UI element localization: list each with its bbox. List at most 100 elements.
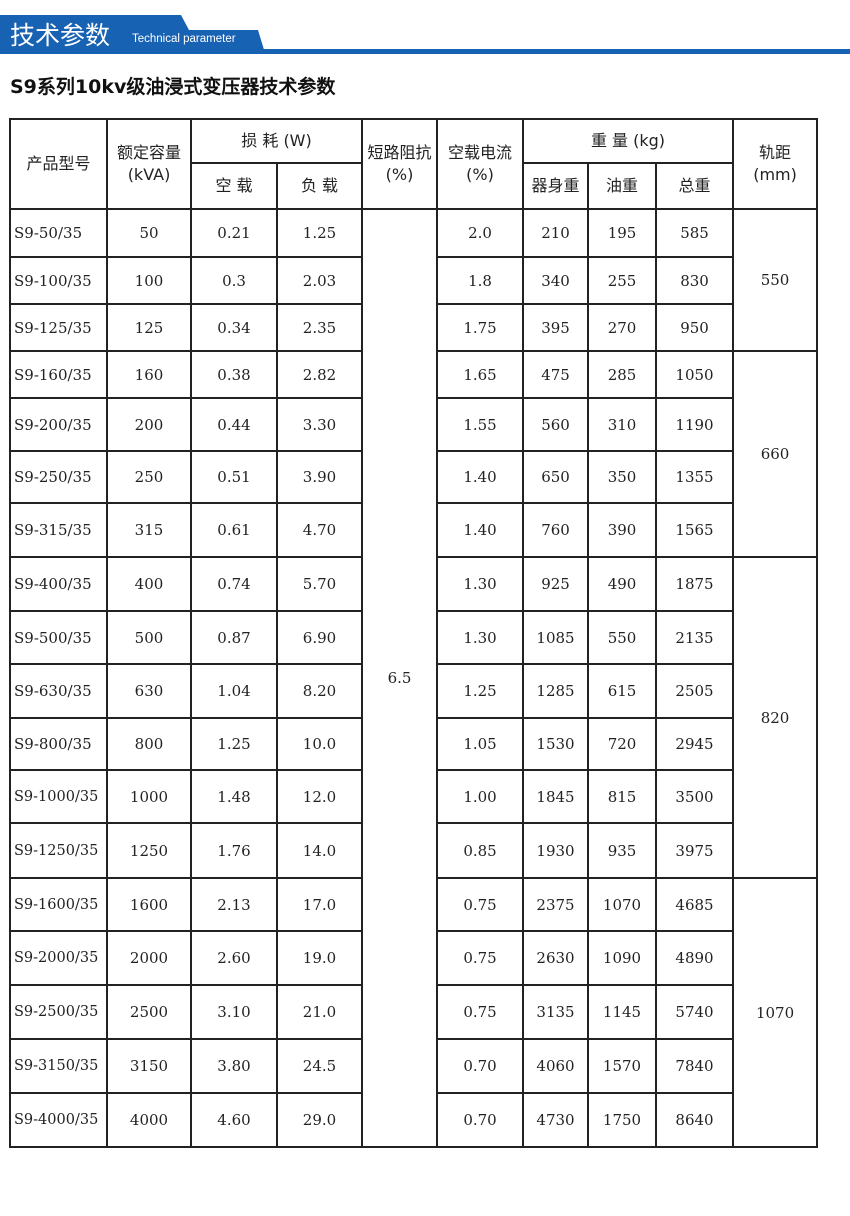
cell-weight-total: 4890 bbox=[655, 930, 735, 986]
cell-weight-total: 950 bbox=[655, 303, 735, 352]
header-impedance-label: 短路阻抗 bbox=[367, 143, 432, 162]
header-noload-current-label: 空载电流 bbox=[448, 143, 513, 162]
cell-loss-noload: 0.51 bbox=[190, 450, 278, 504]
cell-weight-total: 1190 bbox=[655, 397, 735, 452]
page-title: S9系列10kv级油浸式变压器技术参数 bbox=[10, 76, 336, 98]
header-loss: 损 耗 (W) bbox=[189, 118, 364, 164]
cell-loss-load: 3.30 bbox=[275, 397, 364, 452]
cell-loss-noload: 4.60 bbox=[190, 1092, 278, 1148]
cell-weight-body: 2375 bbox=[522, 877, 590, 932]
cell-noload-current: 0.85 bbox=[436, 822, 525, 879]
cell-loss-load: 12.0 bbox=[275, 769, 364, 824]
cell-weight-total: 585 bbox=[655, 208, 735, 258]
table-row: S9-200/35 200 0.44 3.30 1.55 560 310 1190 bbox=[9, 397, 817, 452]
cell-weight-body: 1285 bbox=[522, 663, 590, 719]
table-row: S9-125/35 125 0.34 2.35 1.75 395 270 950 bbox=[9, 303, 817, 352]
cell-loss-load: 4.70 bbox=[275, 502, 364, 558]
header-weight-total: 总重 bbox=[655, 162, 735, 210]
cell-weight-oil: 1145 bbox=[587, 984, 658, 1040]
cell-loss-noload: 0.44 bbox=[190, 397, 278, 452]
cell-model: S9-160/35 bbox=[9, 350, 108, 399]
cell-weight-body: 1845 bbox=[522, 769, 590, 824]
cell-capacity: 1000 bbox=[106, 769, 192, 824]
cell-weight-total: 830 bbox=[655, 256, 735, 305]
cell-capacity: 4000 bbox=[106, 1092, 192, 1148]
cell-capacity: 250 bbox=[106, 450, 192, 504]
cell-weight-oil: 720 bbox=[587, 717, 658, 771]
cell-capacity: 3150 bbox=[106, 1038, 192, 1094]
cell-weight-body: 4730 bbox=[522, 1092, 590, 1148]
cell-weight-oil: 1090 bbox=[587, 930, 658, 986]
cell-weight-oil: 815 bbox=[587, 769, 658, 824]
cell-model: S9-1000/35 bbox=[9, 769, 108, 824]
cell-loss-noload: 0.38 bbox=[190, 350, 278, 399]
cell-loss-load: 1.25 bbox=[275, 208, 364, 258]
cell-loss-noload: 0.87 bbox=[190, 610, 278, 665]
cell-capacity: 630 bbox=[106, 663, 192, 719]
header-weight: 重 量 (kg) bbox=[522, 118, 735, 164]
cell-capacity: 1600 bbox=[106, 877, 192, 932]
cell-noload-current: 1.75 bbox=[436, 303, 525, 352]
table-row: S9-4000/35 4000 4.60 29.0 0.70 4730 1750 8640 bbox=[9, 1092, 817, 1148]
cell-capacity: 800 bbox=[106, 717, 192, 771]
header-weight-body: 器身重 bbox=[522, 162, 590, 210]
cell-capacity: 500 bbox=[106, 610, 192, 665]
table-row: S9-315/35 315 0.61 4.70 1.40 760 390 1565 bbox=[9, 502, 817, 558]
table-row: S9-500/35 500 0.87 6.90 1.30 1085 550 2135 bbox=[9, 610, 817, 665]
cell-weight-body: 1930 bbox=[522, 822, 590, 879]
cell-weight-total: 2505 bbox=[655, 663, 735, 719]
cell-noload-current: 0.70 bbox=[436, 1092, 525, 1148]
cell-model: S9-125/35 bbox=[9, 303, 108, 352]
cell-weight-body: 2630 bbox=[522, 930, 590, 986]
table-row: S9-3150/35 3150 3.80 24.5 0.70 4060 1570 7840 bbox=[9, 1038, 817, 1094]
cell-weight-oil: 1750 bbox=[587, 1092, 658, 1148]
cell-weight-oil: 550 bbox=[587, 610, 658, 665]
cell-capacity: 400 bbox=[106, 556, 192, 612]
cell-weight-oil: 1070 bbox=[587, 877, 658, 932]
cell-capacity: 1250 bbox=[106, 822, 192, 879]
cell-loss-load: 21.0 bbox=[275, 984, 364, 1040]
cell-noload-current: 1.65 bbox=[436, 350, 525, 399]
cell-noload-current: 1.30 bbox=[436, 556, 525, 612]
header-weight-oil: 油重 bbox=[587, 162, 658, 210]
cell-weight-total: 8640 bbox=[655, 1092, 735, 1148]
cell-loss-load: 3.90 bbox=[275, 450, 364, 504]
cell-weight-oil: 255 bbox=[587, 256, 658, 305]
cell-noload-current: 0.75 bbox=[436, 984, 525, 1040]
header-capacity-unit: (kVA) bbox=[127, 165, 171, 184]
cell-weight-total: 5740 bbox=[655, 984, 735, 1040]
cell-noload-current: 0.75 bbox=[436, 930, 525, 986]
header-gauge-label: 轨距 bbox=[759, 143, 792, 162]
header-impedance-unit: (%) bbox=[385, 165, 414, 184]
cell-loss-noload: 2.13 bbox=[190, 877, 278, 932]
cell-loss-load: 14.0 bbox=[275, 822, 364, 879]
cell-loss-noload: 0.34 bbox=[190, 303, 278, 352]
header-gauge: 轨距 (mm) bbox=[732, 118, 819, 210]
header-noload-current: 空载电流 (%) bbox=[436, 118, 525, 210]
banner-underline bbox=[0, 49, 850, 54]
table-row: S9-800/35 800 1.25 10.0 1.05 1530 720 2945 bbox=[9, 717, 817, 771]
cell-weight-total: 1875 bbox=[655, 556, 735, 612]
cell-weight-total: 2945 bbox=[655, 717, 735, 771]
cell-model: S9-2000/35 bbox=[9, 930, 108, 986]
table-row: S9-630/35 630 1.04 8.20 1.25 1285 615 2505 bbox=[9, 663, 817, 719]
cell-capacity: 125 bbox=[106, 303, 192, 352]
cell-model: S9-315/35 bbox=[9, 502, 108, 558]
cell-loss-load: 29.0 bbox=[275, 1092, 364, 1148]
cell-weight-body: 925 bbox=[522, 556, 590, 612]
cell-weight-body: 650 bbox=[522, 450, 590, 504]
cell-capacity: 2000 bbox=[106, 930, 192, 986]
cell-model: S9-3150/35 bbox=[9, 1038, 108, 1094]
cell-weight-oil: 310 bbox=[587, 397, 658, 452]
cell-weight-oil: 350 bbox=[587, 450, 658, 504]
cell-noload-current: 2.0 bbox=[436, 208, 525, 258]
cell-loss-load: 24.5 bbox=[275, 1038, 364, 1094]
cell-loss-noload: 3.10 bbox=[190, 984, 278, 1040]
cell-weight-body: 395 bbox=[522, 303, 590, 352]
cell-loss-noload: 0.21 bbox=[190, 208, 278, 258]
cell-weight-body: 210 bbox=[522, 208, 590, 258]
header-model: 产品型号 bbox=[9, 118, 108, 210]
cell-capacity: 200 bbox=[106, 397, 192, 452]
cell-capacity: 315 bbox=[106, 502, 192, 558]
cell-weight-oil: 1570 bbox=[587, 1038, 658, 1094]
